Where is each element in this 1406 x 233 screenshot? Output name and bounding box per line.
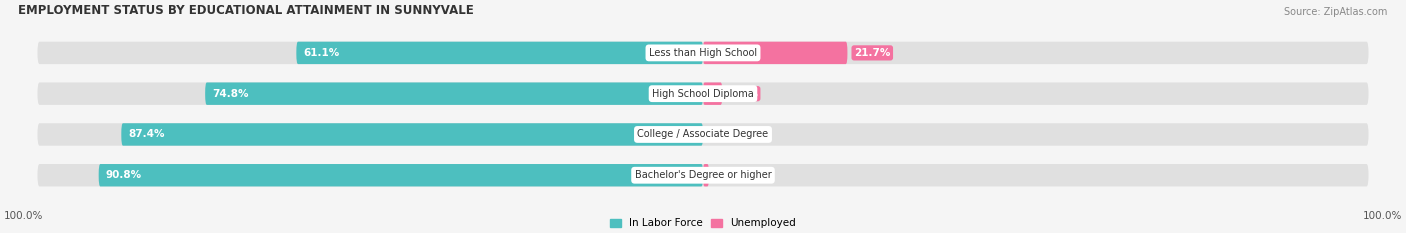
FancyBboxPatch shape	[38, 82, 1368, 105]
FancyBboxPatch shape	[121, 123, 703, 146]
FancyBboxPatch shape	[703, 42, 848, 64]
Text: Bachelor's Degree or higher: Bachelor's Degree or higher	[634, 170, 772, 180]
FancyBboxPatch shape	[205, 82, 703, 105]
FancyBboxPatch shape	[703, 82, 723, 105]
Text: 87.4%: 87.4%	[128, 130, 165, 140]
FancyBboxPatch shape	[297, 42, 703, 64]
Text: 61.1%: 61.1%	[304, 48, 339, 58]
FancyBboxPatch shape	[38, 42, 1368, 64]
Text: Less than High School: Less than High School	[650, 48, 756, 58]
Text: High School Diploma: High School Diploma	[652, 89, 754, 99]
Text: 100.0%: 100.0%	[1362, 211, 1402, 221]
FancyBboxPatch shape	[38, 164, 1368, 186]
Text: College / Associate Degree: College / Associate Degree	[637, 130, 769, 140]
Text: 74.8%: 74.8%	[212, 89, 249, 99]
Text: 21.7%: 21.7%	[853, 48, 890, 58]
Text: Source: ZipAtlas.com: Source: ZipAtlas.com	[1285, 7, 1388, 17]
FancyBboxPatch shape	[98, 164, 703, 186]
Text: EMPLOYMENT STATUS BY EDUCATIONAL ATTAINMENT IN SUNNYVALE: EMPLOYMENT STATUS BY EDUCATIONAL ATTAINM…	[18, 4, 474, 17]
Text: 0.0%: 0.0%	[710, 130, 738, 140]
FancyBboxPatch shape	[703, 164, 709, 186]
Text: 90.8%: 90.8%	[105, 170, 142, 180]
FancyBboxPatch shape	[38, 123, 1368, 146]
Text: 0.9%: 0.9%	[716, 170, 745, 180]
Text: 2.9%: 2.9%	[728, 89, 758, 99]
Text: 100.0%: 100.0%	[4, 211, 44, 221]
Legend: In Labor Force, Unemployed: In Labor Force, Unemployed	[610, 219, 796, 229]
